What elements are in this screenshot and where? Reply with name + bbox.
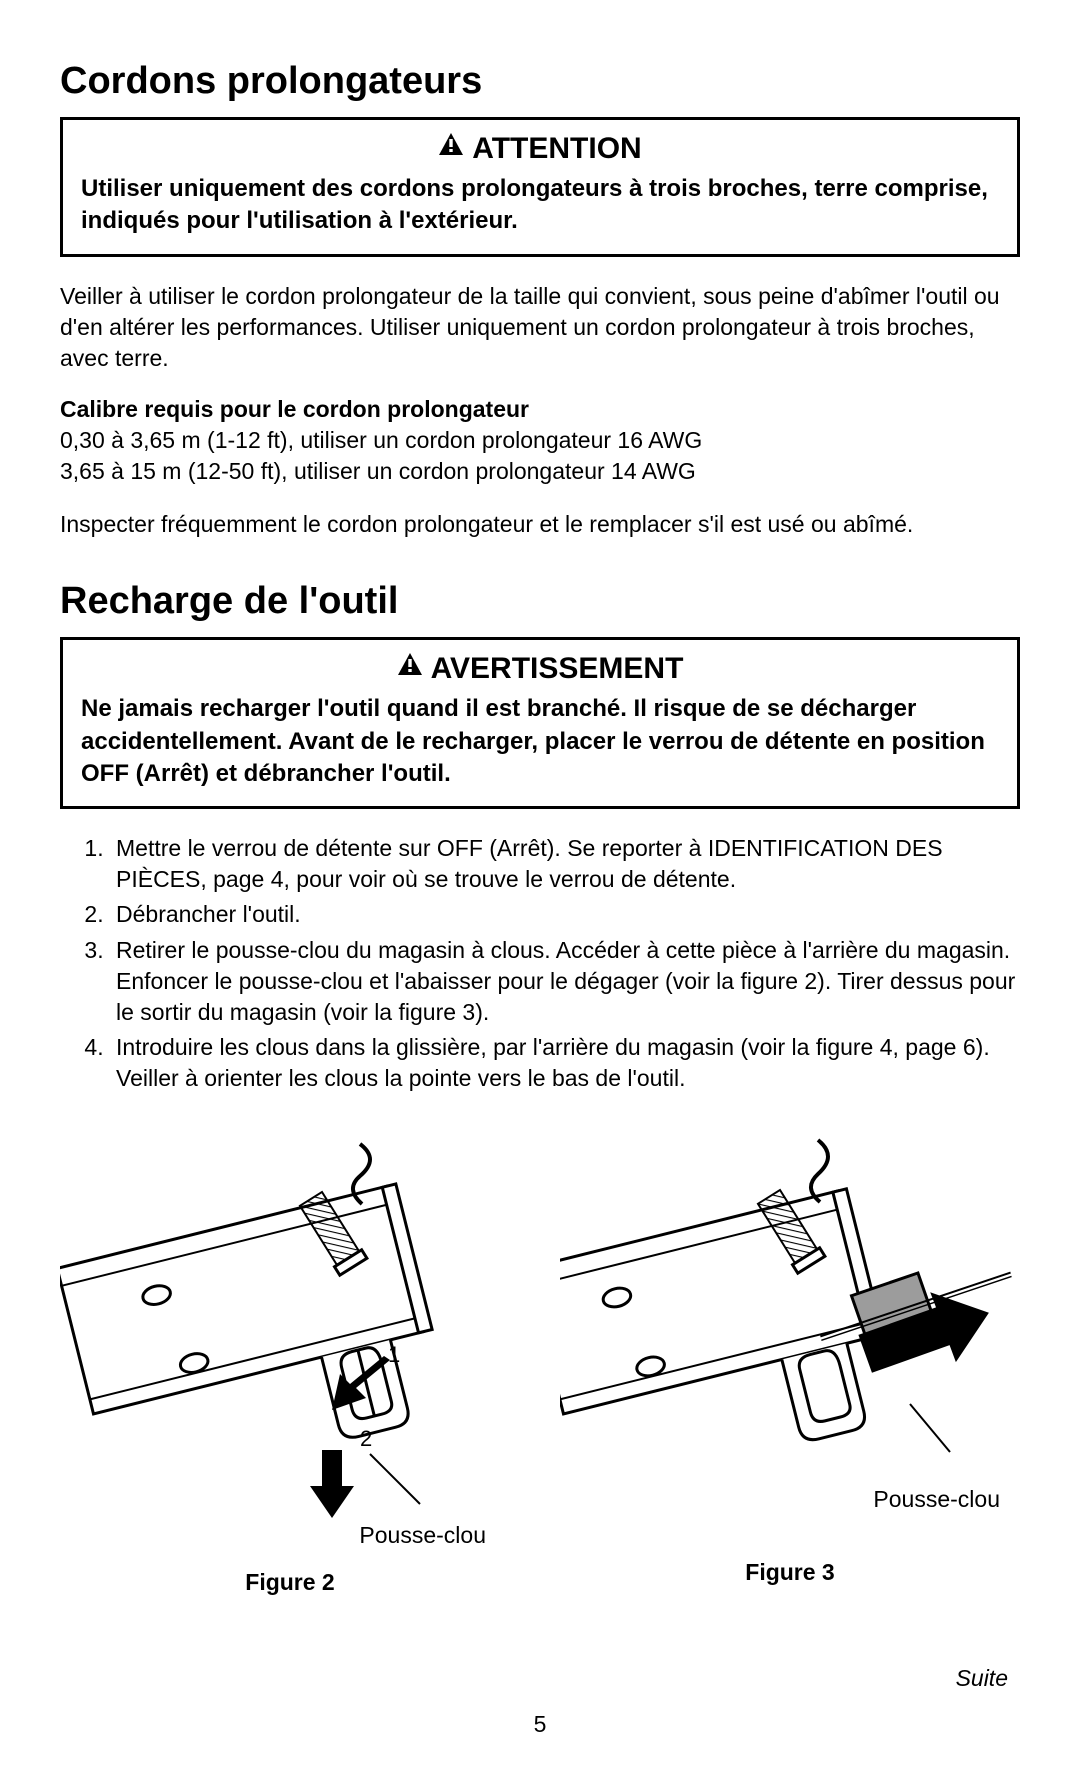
list-item: Retirer le pousse-clou du magasin à clou… bbox=[110, 935, 1020, 1028]
avertissement-box: AVERTISSEMENT Ne jamais recharger l'outi… bbox=[60, 637, 1020, 809]
attention-header: ATTENTION bbox=[81, 132, 999, 167]
suite-label: Suite bbox=[956, 1665, 1008, 1692]
section1-para1: Veiller à utiliser le cordon prolongateu… bbox=[60, 281, 1020, 374]
arrow-2 bbox=[310, 1450, 354, 1518]
warning-icon bbox=[397, 650, 423, 684]
avertissement-label: AVERTISSEMENT bbox=[431, 652, 684, 685]
gauge-subhead: Calibre requis pour le cordon prolongate… bbox=[60, 396, 1020, 423]
warning-icon bbox=[438, 130, 464, 164]
section1-title: Cordons prolongateurs bbox=[60, 60, 1020, 103]
figures-row: 1 2 Pousse-clou Figure 2 bbox=[60, 1134, 1020, 1596]
figure-2-illustration: 1 2 bbox=[60, 1134, 520, 1534]
gauge-line1: 0,30 à 3,65 m (1-12 ft), utiliser un cor… bbox=[60, 425, 1020, 456]
fig2-caption: Figure 2 bbox=[60, 1569, 520, 1596]
figure-3: Pousse-clou Figure 3 bbox=[560, 1134, 1020, 1596]
figure-2: 1 2 Pousse-clou Figure 2 bbox=[60, 1134, 520, 1596]
callout-2: 2 bbox=[360, 1426, 372, 1451]
fig3-label: Pousse-clou bbox=[560, 1486, 1020, 1513]
section2-title: Recharge de l'outil bbox=[60, 580, 1020, 623]
list-item: Introduire les clous dans la glissière, … bbox=[110, 1032, 1020, 1094]
steps-list: Mettre le verrou de détente sur OFF (Arr… bbox=[60, 833, 1020, 1093]
list-item: Mettre le verrou de détente sur OFF (Arr… bbox=[110, 833, 1020, 895]
figure-3-illustration bbox=[560, 1134, 1020, 1534]
page-number: 5 bbox=[0, 1711, 1080, 1738]
avertissement-header: AVERTISSEMENT bbox=[81, 652, 999, 687]
attention-body: Utiliser uniquement des cordons prolonga… bbox=[81, 173, 999, 238]
fig3-caption: Figure 3 bbox=[560, 1559, 1020, 1586]
attention-box: ATTENTION Utiliser uniquement des cordon… bbox=[60, 117, 1020, 257]
attention-label: ATTENTION bbox=[472, 132, 641, 165]
list-item: Débrancher l'outil. bbox=[110, 899, 1020, 930]
section1-para2: Inspecter fréquemment le cordon prolonga… bbox=[60, 509, 1020, 540]
fig2-label: Pousse-clou bbox=[60, 1522, 520, 1549]
callout-1: 1 bbox=[388, 1342, 400, 1367]
gauge-line2: 3,65 à 15 m (12-50 ft), utiliser un cord… bbox=[60, 456, 1020, 487]
avertissement-body: Ne jamais recharger l'outil quand il est… bbox=[81, 693, 999, 790]
